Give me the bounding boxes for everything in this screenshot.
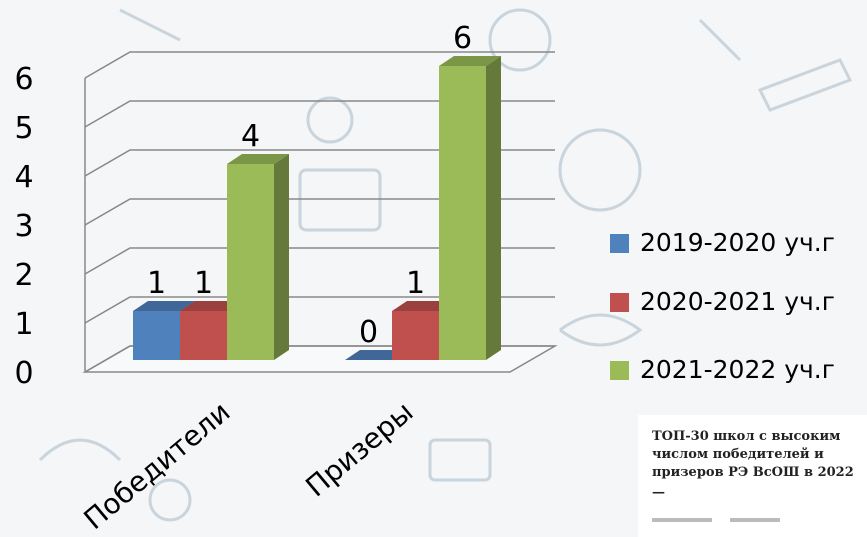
grid-line <box>84 149 555 177</box>
value-label: 1 <box>147 266 166 301</box>
value-label: 1 <box>194 266 213 301</box>
bar <box>439 56 501 360</box>
legend-label: 2020-2021 уч.г <box>640 287 835 316</box>
card-title: числом победителей и <box>652 447 824 462</box>
legend-swatch <box>610 361 629 380</box>
legend-swatch <box>610 293 629 312</box>
bar <box>345 350 407 360</box>
bar-side <box>274 154 289 360</box>
y-tick-label: 2 <box>14 258 33 293</box>
value-label: 6 <box>453 21 472 56</box>
y-tick-label: 6 <box>14 62 33 97</box>
legend-label: 2019-2020 уч.г <box>640 228 835 257</box>
bar-front <box>392 311 439 360</box>
card-dash: — <box>652 485 665 500</box>
bar-front <box>439 66 486 360</box>
bar-top <box>392 301 454 311</box>
x-tick-label: Призеры <box>299 395 419 503</box>
bar-side <box>486 56 501 360</box>
value-label: 0 <box>359 315 378 350</box>
news-card: ТОП-30 школ с высоким числом победителей… <box>638 415 867 537</box>
grid-line <box>84 198 555 226</box>
bar-front <box>227 164 274 360</box>
bar <box>227 154 289 360</box>
y-tick-label: 5 <box>14 111 33 146</box>
grid-line <box>84 247 555 275</box>
legend-swatch <box>610 234 629 253</box>
bar-top <box>439 56 501 66</box>
bar-top <box>133 301 195 311</box>
y-tick-label: 4 <box>14 160 33 195</box>
value-label: 1 <box>406 266 425 301</box>
bar-top <box>227 154 289 164</box>
grid-line <box>84 296 555 324</box>
legend-label: 2021-2022 уч.г <box>640 355 835 384</box>
bar-front <box>133 311 180 360</box>
value-label: 4 <box>241 119 260 154</box>
bar-top <box>345 350 407 360</box>
card-title: ТОП-30 школ с высоким <box>652 429 840 444</box>
bar-front <box>180 311 227 360</box>
card-meta <box>652 518 712 522</box>
card-title: призеров РЭ ВсОШ в 2022 <box>652 465 854 480</box>
card-meta <box>730 518 780 522</box>
doodle-background <box>38 8 853 527</box>
y-tick-label: 3 <box>14 209 33 244</box>
y-tick-label: 0 <box>14 356 33 391</box>
y-tick-label: 1 <box>14 307 33 342</box>
grid-line <box>84 100 555 128</box>
bar-top <box>180 301 242 311</box>
card-background <box>638 415 867 537</box>
grid-line <box>84 51 555 79</box>
